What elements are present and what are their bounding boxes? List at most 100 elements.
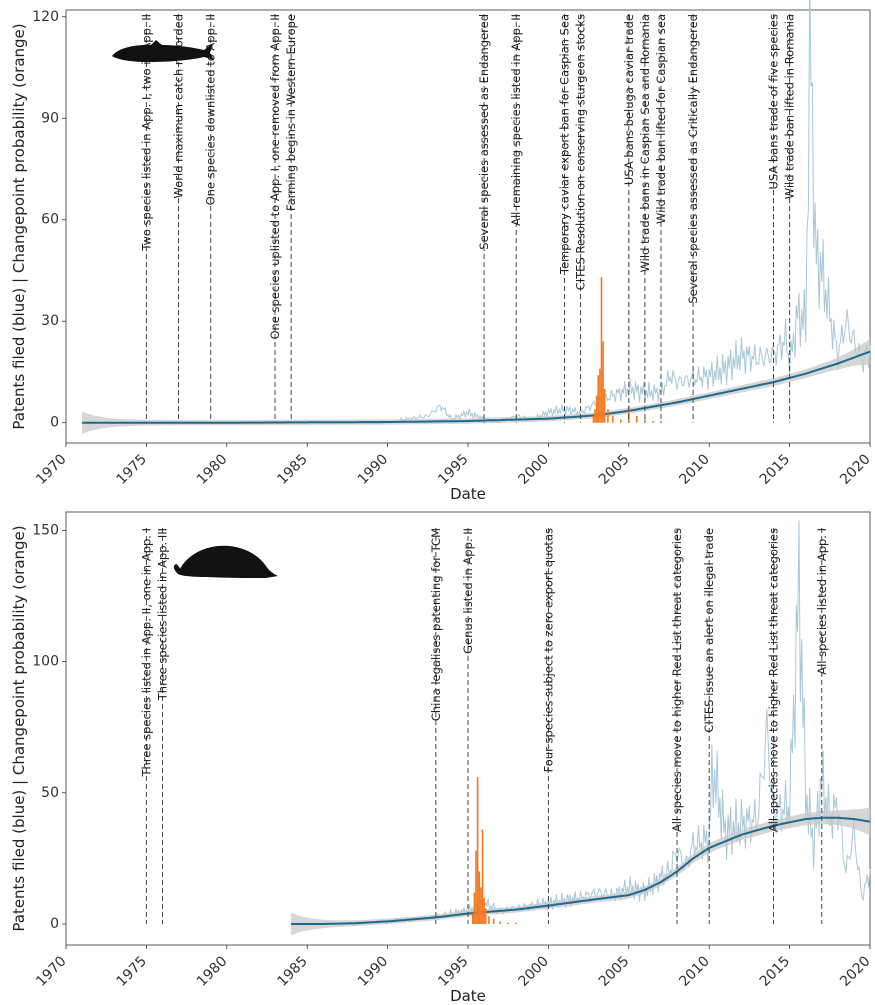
trend-confidence-ribbon <box>291 807 871 936</box>
event-label: Four species subject to zero export quot… <box>541 528 555 772</box>
changepoint-bar <box>476 777 479 924</box>
event-label: All species listed in App. I <box>815 528 829 675</box>
x-tick-label: 1990 <box>355 953 392 990</box>
x-tick-label: 2020 <box>837 953 874 990</box>
pangolin-body-shape <box>178 545 278 578</box>
pangolin-head-shape <box>173 564 182 574</box>
changepoint-bar <box>481 829 484 924</box>
chart-panel-pangolin: Three species listed in App. II, one in … <box>10 511 874 1005</box>
event-label: World maximum catch recorded <box>172 14 186 198</box>
event-label: Farming begins in Western Europe <box>284 14 298 211</box>
trend-confidence-ribbon <box>82 338 871 434</box>
x-tick-label: 1995 <box>435 451 472 488</box>
x-tick-label: 1995 <box>435 953 472 990</box>
sturgeon-icon <box>112 40 214 62</box>
sturgeon-body-shape <box>112 44 214 62</box>
event-label: Several species assessed as Endangered <box>477 14 491 250</box>
x-tick-label: 1970 <box>33 953 70 990</box>
x-tick-label: 2000 <box>516 451 553 488</box>
event-label: All species move to higher Red List thre… <box>767 528 781 832</box>
x-axis-title: Date <box>450 485 486 503</box>
event-label: One species uplisted to App. I, one remo… <box>268 14 282 340</box>
sturgeon-fin-shape <box>150 40 162 46</box>
changepoint-bar <box>644 419 646 423</box>
y-tick-label: 50 <box>41 785 59 801</box>
changepoint-bar <box>595 395 598 423</box>
event-label: Three species listed in App. III <box>156 528 170 701</box>
x-axis-title: Date <box>450 987 486 1005</box>
changepoint-bar <box>478 871 481 924</box>
x-tick-label: 2005 <box>596 953 633 990</box>
x-tick-label: 1985 <box>274 953 311 990</box>
changepoint-bar <box>611 415 614 423</box>
x-tick-label: 2010 <box>676 953 713 990</box>
x-tick-label: 1975 <box>114 451 151 488</box>
event-label: CITES Resolution on conserving sturgeon … <box>574 14 588 290</box>
trend-line <box>82 350 871 424</box>
changepoint-bar <box>652 421 654 423</box>
changepoint-bar <box>594 409 596 423</box>
x-tick-label: 1985 <box>274 451 311 488</box>
event-label: All species move to higher Red List thre… <box>670 528 684 832</box>
x-tick-label: 1990 <box>355 451 392 488</box>
event-label: Three species listed in App. II, one in … <box>139 528 153 778</box>
event-label: USA bans trade of five species <box>767 14 781 190</box>
event-label: Wild trade ban lifted in Romania <box>783 14 797 199</box>
y-tick-label: 100 <box>32 654 59 670</box>
y-tick-label: 0 <box>50 415 59 431</box>
chart-panel-sturgeon: Two species listed in App. I, two in App… <box>10 0 874 503</box>
changepoint-bar <box>475 850 477 924</box>
y-axis-title: Patents filed (blue) | Changepoint proba… <box>10 23 28 429</box>
event-label: Several species assessed as Critically E… <box>686 14 700 304</box>
y-tick-label: 30 <box>41 313 59 329</box>
x-tick-label: 2015 <box>757 451 794 488</box>
changepoint-bar <box>607 409 609 423</box>
pangolin-icon <box>173 545 278 578</box>
x-tick-label: 1980 <box>194 953 231 990</box>
changepoint-bar <box>473 892 476 924</box>
changepoint-bar <box>602 341 604 423</box>
y-tick-label: 120 <box>32 9 59 25</box>
y-tick-label: 150 <box>32 522 59 538</box>
y-axis-title: Patents filed (blue) | Changepoint proba… <box>10 525 28 931</box>
event-label: CITES issue an alert on illegal trade <box>702 528 716 733</box>
x-tick-label: 1975 <box>114 953 151 990</box>
changepoint-bar <box>499 921 501 924</box>
changepoint-bar <box>660 421 662 423</box>
y-tick-label: 90 <box>41 110 59 126</box>
changepoint-bar <box>483 897 485 924</box>
changepoint-bar <box>507 922 509 924</box>
changepoint-bar <box>599 368 601 423</box>
event-label: All remaining species listed in App. II <box>509 14 523 226</box>
x-tick-label: 1970 <box>33 451 70 488</box>
changepoint-bar <box>488 916 490 924</box>
changepoint-bar <box>597 375 599 423</box>
changepoint-bar <box>636 415 638 423</box>
changepoint-bar <box>603 388 606 423</box>
changepoint-bar <box>515 922 517 924</box>
event-label: Temporary caviar export ban for Caspian … <box>558 14 572 275</box>
x-tick-label: 1980 <box>194 451 231 488</box>
event-label: Two species listed in App. I, two in App… <box>139 14 153 252</box>
x-tick-label: 2020 <box>837 451 874 488</box>
event-label: One species downlisted to App. II <box>204 14 218 205</box>
changepoint-bar <box>620 419 622 423</box>
changepoint-bar <box>492 918 495 924</box>
changepoint-bar <box>600 277 603 423</box>
event-label: Wild trade bans in Caspian Sea and Roman… <box>638 14 652 272</box>
event-label: Genus listed in App. II <box>461 528 475 654</box>
y-tick-label: 0 <box>50 916 59 932</box>
event-label: USA bans beluga caviar trade <box>622 14 636 185</box>
changepoint-bar <box>472 913 474 924</box>
x-tick-label: 2015 <box>757 953 794 990</box>
changepoint-bar <box>480 887 482 924</box>
y-tick-label: 60 <box>41 212 59 228</box>
changepoint-bar <box>592 415 595 423</box>
changepoint-bar <box>484 908 487 924</box>
event-label: Wild trade ban lifted for Caspian sea <box>654 14 668 224</box>
event-label: China legalises patenting for TCM <box>429 528 443 721</box>
x-tick-label: 2010 <box>676 451 713 488</box>
x-tick-label: 2000 <box>516 953 553 990</box>
x-tick-label: 2005 <box>596 451 633 488</box>
